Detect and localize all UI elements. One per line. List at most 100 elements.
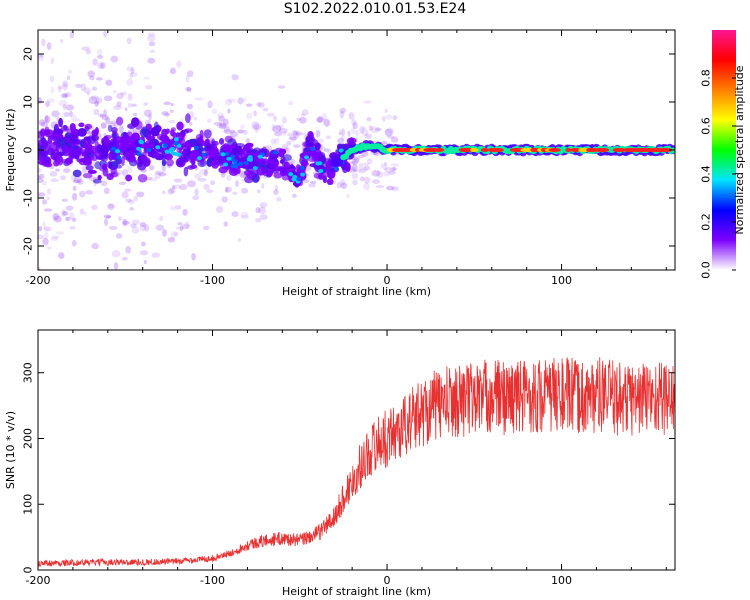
noise-cell <box>193 116 198 121</box>
noise-cell <box>223 125 231 133</box>
noise-cell <box>273 132 283 137</box>
noise-cell <box>194 173 202 180</box>
noise-cell <box>241 187 249 194</box>
noise-cell <box>245 103 253 107</box>
band-cell <box>198 137 204 147</box>
noise-cell <box>376 170 384 179</box>
noise-cell <box>125 198 132 203</box>
noise-cell <box>315 129 321 138</box>
band-cell <box>43 129 51 136</box>
highlight-cell <box>334 166 340 171</box>
highlight-cell <box>201 152 207 157</box>
noise-cell <box>179 184 188 190</box>
noise-cell <box>222 118 229 126</box>
band-cell <box>327 171 335 179</box>
noise-cell <box>382 171 390 177</box>
noise-cell <box>105 117 111 125</box>
noise-cell <box>75 83 82 88</box>
noise-cell <box>44 115 51 124</box>
noise-cell <box>218 115 225 122</box>
noise-cell <box>43 226 52 232</box>
noise-cell <box>53 215 62 223</box>
noise-cell <box>110 55 119 63</box>
band-cell <box>137 161 143 167</box>
highlight-cell <box>115 149 121 154</box>
noise-cell <box>126 66 134 72</box>
noise-cell <box>91 86 98 91</box>
noise-cell <box>325 135 332 140</box>
noise-cell <box>63 111 70 118</box>
noise-cell <box>227 98 236 103</box>
signal-core <box>470 148 479 152</box>
band-cell <box>241 164 250 170</box>
noise-cell <box>120 91 128 96</box>
y-tick-label: 0 <box>22 147 35 154</box>
band-cell <box>87 169 97 174</box>
noise-cell <box>362 126 366 131</box>
noise-cell <box>242 129 248 136</box>
noise-cell <box>296 130 300 138</box>
noise-cell <box>348 112 355 120</box>
band-cell <box>66 141 72 148</box>
highlight-cell <box>168 148 174 153</box>
x-tick-label: -100 <box>200 274 225 287</box>
noise-cell <box>352 169 358 173</box>
noise-cell <box>50 236 59 241</box>
highlight-cell <box>155 145 161 150</box>
noise-cell <box>175 205 182 210</box>
band-cell <box>273 165 284 172</box>
band-cell <box>259 163 264 168</box>
band-cell <box>82 172 93 179</box>
highlight-cell <box>300 172 306 177</box>
noise-cell <box>148 177 158 182</box>
noise-cell <box>40 121 49 128</box>
noise-cell <box>172 185 176 190</box>
noise-cell <box>61 93 69 98</box>
noise-cell <box>186 103 193 110</box>
noise-cell <box>100 180 108 187</box>
noise-cell <box>97 62 104 70</box>
highlight-cell <box>299 165 305 170</box>
noise-cell <box>246 112 253 120</box>
snr-series-line <box>38 357 675 568</box>
band-cell <box>56 151 65 157</box>
noise-cell <box>167 237 176 243</box>
noise-cell <box>292 130 298 138</box>
noise-cell <box>321 112 328 121</box>
noise-cell <box>108 225 118 231</box>
band-cell <box>127 123 136 130</box>
noise-cell <box>210 180 215 186</box>
noise-cell <box>38 234 45 240</box>
band-cell <box>64 157 73 165</box>
noise-cell <box>91 242 99 250</box>
noise-cell <box>50 75 55 83</box>
noise-cell <box>163 101 171 106</box>
highlight-cell <box>224 151 230 156</box>
highlight-cell <box>304 155 310 160</box>
noise-cell <box>159 215 164 222</box>
band-cell <box>53 123 59 134</box>
noise-cell <box>387 135 395 139</box>
noise-cell <box>363 176 371 184</box>
noise-cell <box>229 131 239 138</box>
noise-cell <box>148 165 155 171</box>
highlight-cell <box>230 163 236 168</box>
noise-cell <box>133 195 139 202</box>
noise-cell <box>336 181 342 189</box>
band-cell <box>38 130 45 139</box>
band-cell <box>215 151 222 158</box>
noise-cell <box>337 137 345 144</box>
band-cell <box>176 148 183 154</box>
noise-cell <box>127 199 135 205</box>
noise-cell <box>383 161 387 167</box>
noise-cell <box>363 182 370 191</box>
band-cell <box>101 164 106 170</box>
noise-cell <box>286 140 292 146</box>
highlight-cell <box>318 169 324 174</box>
noise-cell <box>187 180 196 188</box>
noise-cell <box>127 102 133 108</box>
noise-cell <box>266 112 275 117</box>
band-cell <box>129 140 136 148</box>
noise-cell <box>173 232 179 236</box>
noise-cell <box>273 189 279 195</box>
